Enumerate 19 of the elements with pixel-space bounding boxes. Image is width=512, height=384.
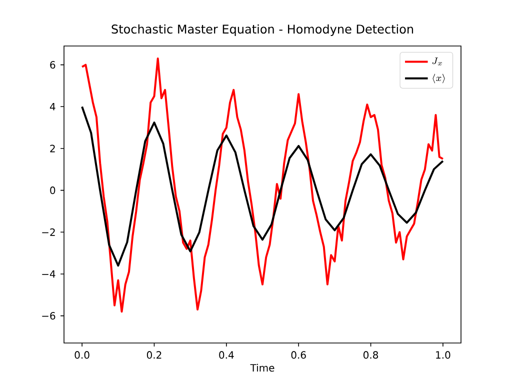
y-tick-label: 6 bbox=[50, 61, 56, 69]
y-tick-label: 0 bbox=[50, 186, 56, 194]
y-tick-label: −2 bbox=[42, 228, 55, 236]
y-tick-label: 2 bbox=[50, 144, 55, 152]
legend-label: $J_x$ bbox=[432, 58, 442, 66]
x-axis-title: Time bbox=[250, 364, 274, 372]
y-tick-label: 4 bbox=[50, 103, 56, 110]
x-tick-label: 0.0 bbox=[74, 351, 90, 359]
legend-label: $\langle x\rangle$ bbox=[432, 74, 445, 84]
chart-title: Stochastic Master Equation - Homodyne Detection bbox=[112, 24, 414, 36]
x-tick-label: 0.4 bbox=[219, 351, 234, 359]
x-tick-label: 1.0 bbox=[436, 351, 450, 359]
x-tick-label: 0.6 bbox=[291, 351, 306, 359]
x-tick-label: 0.8 bbox=[363, 351, 378, 359]
line-series bbox=[81, 58, 444, 313]
y-tick-label: −4 bbox=[42, 270, 56, 278]
y-tick-label: −6 bbox=[42, 312, 56, 320]
line-series bbox=[81, 106, 444, 267]
x-tick-label: 0.2 bbox=[146, 351, 162, 359]
